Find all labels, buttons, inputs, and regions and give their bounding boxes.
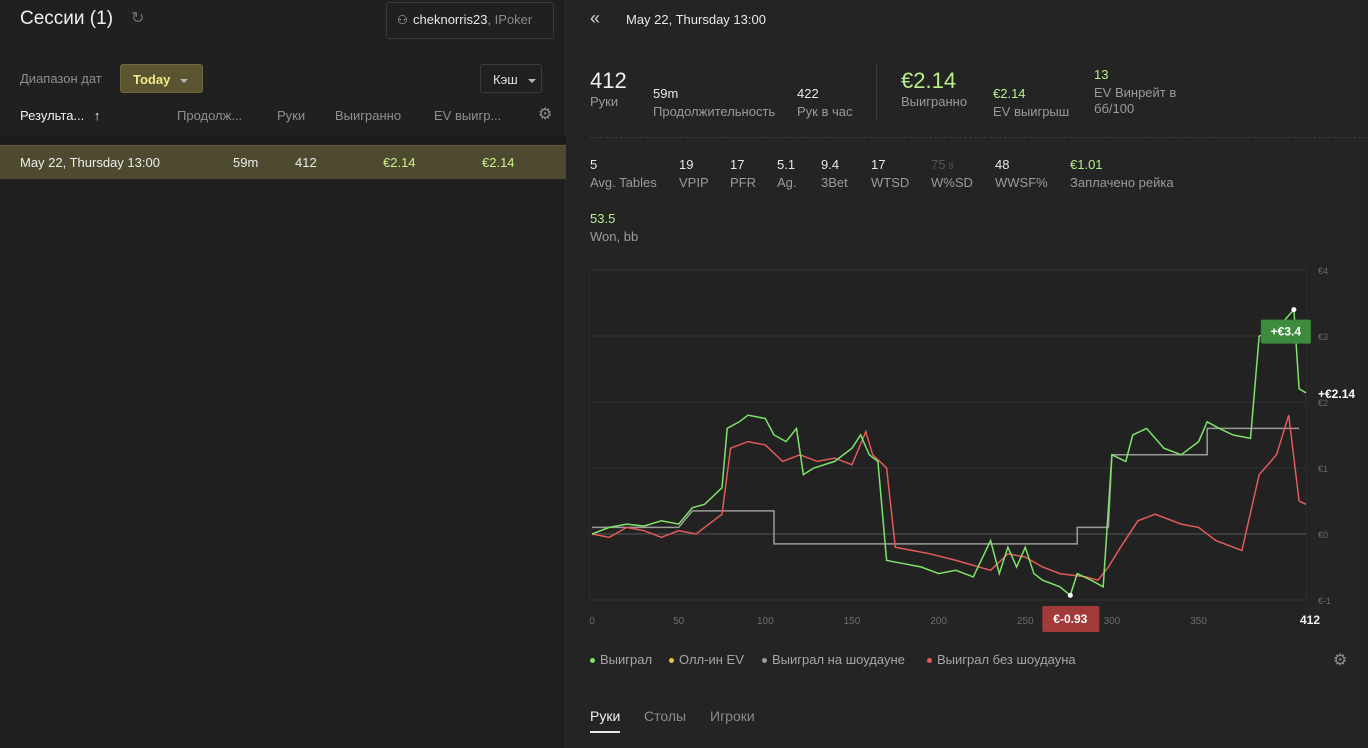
sort-arrow-icon: ↑	[93, 108, 101, 123]
stat-hands-per-hour: 422 Рук в час	[797, 86, 853, 119]
y-tick-label: €4	[1318, 266, 1328, 276]
x-tick-label: 200	[930, 616, 947, 627]
y-tick-label: €0	[1318, 530, 1328, 540]
divider	[590, 137, 1366, 138]
account-name: cheknorris23	[413, 12, 488, 27]
y-tick-label: €1	[1318, 464, 1328, 474]
game-type-value: Кэш	[493, 72, 518, 87]
tab-hands[interactable]: Руки	[590, 708, 621, 724]
series-line-0	[591, 307, 1307, 597]
series-line-1	[591, 414, 1307, 582]
x-tick-label: 50	[673, 616, 685, 627]
min-label-box	[1042, 606, 1100, 632]
tab-tables[interactable]: Столы	[644, 708, 687, 724]
date-range-value: Today	[133, 72, 171, 87]
x-tick-label: 100	[757, 616, 774, 627]
session-duration: 59m	[233, 155, 259, 170]
divider	[0, 136, 566, 144]
max-point	[1291, 307, 1297, 313]
stat-won: €2.14 Выигранно	[901, 68, 968, 109]
table-row[interactable]: May 22, Thursday 13:00 59m 412 €2.14 €2.…	[0, 145, 566, 179]
user-icon: ⚇	[397, 13, 408, 27]
min-point	[1067, 592, 1073, 598]
back-icon[interactable]: «	[590, 8, 601, 28]
x-tick-label: 250	[1017, 616, 1034, 627]
stat-ev-winrate: 13 EV Винрейт в бб/100	[1094, 67, 1177, 116]
date-range-label: Диапазон дат	[20, 71, 102, 86]
legend-item-won[interactable]: Выиграл	[590, 652, 652, 667]
column-header-won[interactable]: Выигранно	[335, 108, 402, 123]
max-label: +€3.4	[1271, 325, 1302, 339]
gear-icon[interactable]: ⚙	[1333, 652, 1348, 669]
profit-chart: €-1 €0 €1 €2 €3 €4 0 50 100 150 200 250 300 350 412 +€3…	[589, 266, 1355, 632]
x-end-label: 412	[1300, 613, 1320, 627]
chevron-down-icon	[180, 78, 189, 83]
legend-item-showdown[interactable]: Выиграл на шоудауне	[762, 652, 905, 667]
account-network: , IPoker	[487, 12, 533, 27]
active-tab-indicator	[590, 731, 620, 733]
stat-wsd: 75 8 W%SD	[931, 157, 973, 190]
session-title: May 22, Thursday 13:00	[626, 12, 766, 27]
session-date: May 22, Thursday 13:00	[20, 155, 160, 170]
stat-wwsf: 48 WWSF%	[995, 157, 1048, 190]
x-tick-label: 150	[844, 616, 861, 627]
stat-hands: 412 Руки	[590, 68, 627, 109]
stat-aggression: 5.1 Ag.	[777, 157, 797, 190]
column-header-ev-won[interactable]: EV выигр...	[434, 108, 502, 123]
session-won: €2.14	[383, 155, 416, 170]
stat-ev-won: €2.14 EV выигрыш	[993, 86, 1070, 119]
stat-vpip: 19 VPIP	[679, 157, 709, 190]
min-label: €-0.93	[1053, 612, 1087, 626]
stat-duration: 59m Продолжительность	[653, 86, 776, 119]
session-ev-won: €2.14	[482, 155, 515, 170]
sessions-title: Сессии (1)	[20, 8, 114, 29]
legend-item-non-showdown[interactable]: Выиграл без шоудауна	[927, 652, 1076, 667]
max-label-box	[1260, 319, 1311, 344]
legend-dot	[669, 658, 674, 664]
series-line-2	[592, 427, 1300, 545]
chevron-down-icon	[527, 78, 536, 83]
column-header-duration[interactable]: Продолж...	[177, 108, 243, 123]
divider	[876, 64, 877, 120]
stat-pfr: 17 PFR	[730, 157, 756, 190]
gear-icon[interactable]: ⚙	[538, 106, 553, 123]
y-tick-label: €2	[1318, 398, 1328, 408]
session-hands: 412	[295, 155, 317, 170]
session-detail-panel: « May 22, Thursday 13:00 412 Руки 59m Пр…	[566, 0, 1368, 748]
stat-3bet: 9.4 3Bet	[821, 157, 848, 190]
end-value-label: +€2.14	[1318, 387, 1355, 401]
tab-players[interactable]: Игроки	[710, 708, 755, 724]
legend-dot	[927, 658, 932, 664]
stat-avg-tables: 5 Avg. Tables	[590, 157, 657, 190]
date-range-dropdown[interactable]: Today	[120, 64, 203, 93]
game-type-dropdown[interactable]: Кэш	[480, 64, 542, 93]
sessions-panel: Сессии (1) ↻ ⚇ cheknorris23, IPoker Диапа…	[0, 0, 566, 748]
x-tick-label: 0	[589, 616, 595, 627]
column-header-hands[interactable]: Руки	[277, 108, 306, 123]
stat-wtsd: 17 WTSD	[871, 157, 910, 190]
y-tick-label: €-1	[1318, 596, 1331, 606]
x-tick-label: 350	[1190, 616, 1207, 627]
account-selector[interactable]: ⚇ cheknorris23, IPoker	[386, 2, 554, 39]
legend-dot	[590, 658, 595, 664]
stat-rake: €1.01 Заплачено рейка	[1070, 157, 1174, 190]
refresh-icon[interactable]: ↻	[131, 10, 145, 27]
column-header-result[interactable]: Результа... ↑	[20, 108, 101, 123]
y-tick-label: €3	[1318, 332, 1328, 342]
chart-plot-area	[589, 269, 1307, 601]
legend-item-allin-ev[interactable]: Олл-ин EV	[669, 652, 744, 667]
stat-won-bb: 53.5 Won, bb	[590, 211, 639, 244]
x-tick-label: 300	[1104, 616, 1121, 627]
legend-dot	[762, 658, 767, 664]
